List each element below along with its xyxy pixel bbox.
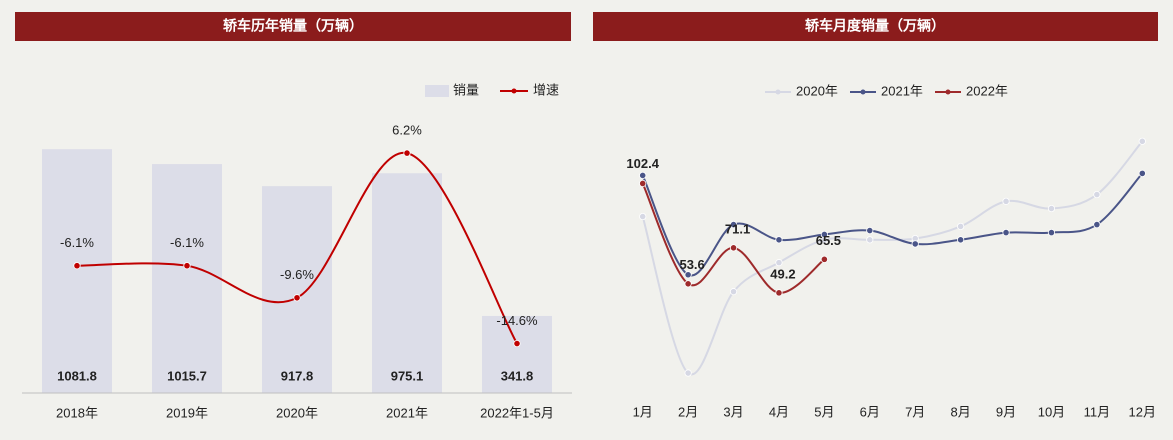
legend-marker (775, 89, 781, 95)
bar (262, 186, 332, 393)
chart-title: 轿车月度销量（万辆） (805, 18, 945, 34)
x-tick-label: 12月 (1129, 404, 1156, 419)
point (513, 339, 521, 348)
point (1093, 220, 1101, 229)
x-tick-label: 2019年 (166, 405, 208, 420)
point (820, 255, 828, 263)
data-label: 1081.8 (57, 368, 97, 383)
legend-label: 2021年 (881, 83, 923, 98)
bar (42, 149, 112, 393)
point (820, 230, 828, 239)
point (866, 226, 874, 235)
point (1047, 229, 1056, 237)
x-tick-label: 1月 (633, 404, 653, 419)
x-tick-label: 5月 (814, 404, 834, 419)
x-tick-label: 2月 (678, 404, 698, 419)
point (866, 236, 874, 244)
x-tick-label: 9月 (996, 404, 1016, 419)
point (729, 288, 738, 296)
title-bar (593, 12, 1158, 41)
point (957, 222, 965, 231)
point (639, 179, 647, 188)
point (1138, 137, 1146, 145)
point (293, 294, 301, 302)
data-label: 71.1 (725, 221, 750, 236)
data-label: -9.6% (280, 267, 314, 282)
data-label: -6.1% (170, 235, 204, 250)
data-label: 49.2 (770, 266, 795, 281)
x-tick-label: 8月 (951, 404, 971, 419)
data-label: 102.4 (626, 156, 659, 171)
x-tick-label: 11月 (1084, 404, 1111, 419)
point (73, 262, 81, 270)
x-tick-label: 4月 (769, 404, 789, 419)
chart-title: 轿车历年销量（万辆） (223, 18, 363, 34)
point (1093, 190, 1101, 199)
x-tick-label: 6月 (860, 404, 880, 419)
line (641, 183, 826, 294)
legend-swatch (425, 85, 449, 97)
data-label: -6.1% (60, 235, 94, 250)
point (729, 244, 738, 252)
data-label: 341.8 (501, 368, 534, 383)
bar (482, 315, 552, 393)
legend-label: 2022年 (966, 83, 1008, 98)
point (775, 259, 783, 267)
x-tick-label: 7月 (905, 404, 925, 419)
point (684, 280, 692, 288)
title-bar (15, 12, 571, 41)
data-label: 65.5 (816, 233, 841, 248)
x-tick-label: 2021年 (386, 405, 428, 420)
data-label: 1015.7 (167, 368, 207, 383)
data-label: -14.6% (496, 313, 538, 328)
legend-label: 2020年 (796, 83, 838, 98)
point (957, 236, 965, 244)
data-label: 917.8 (281, 368, 314, 383)
x-tick-label: 2018年 (56, 405, 98, 420)
bar (372, 173, 442, 393)
point (639, 212, 647, 221)
point (1138, 169, 1146, 177)
point (684, 369, 692, 377)
x-tick-label: 10月 (1038, 404, 1065, 419)
line (76, 152, 518, 345)
line (641, 172, 1144, 277)
legend-marker (945, 89, 951, 95)
data-label: 6.2% (392, 123, 422, 138)
x-tick-label: 3月 (723, 404, 743, 419)
point (639, 171, 647, 180)
point (911, 240, 919, 248)
point (183, 262, 191, 270)
x-tick-label: 2020年 (276, 405, 318, 420)
point (775, 236, 783, 244)
point (403, 149, 411, 157)
x-tick-label: 2022年1-5月 (480, 405, 554, 420)
point (1002, 229, 1010, 237)
legend-marker (860, 89, 866, 95)
point (684, 271, 692, 279)
bar (152, 164, 222, 393)
point (1047, 204, 1056, 213)
legend-label: 增速 (533, 82, 559, 97)
data-label: 975.1 (391, 368, 424, 383)
point (1002, 197, 1010, 205)
point (729, 220, 738, 229)
point (775, 289, 783, 297)
legend-marker (511, 88, 517, 94)
data-label: 53.6 (679, 257, 704, 272)
legend-label: 销量 (453, 82, 479, 97)
